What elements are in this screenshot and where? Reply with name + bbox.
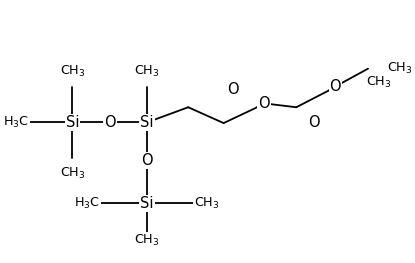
Text: Si: Si [140,115,154,130]
Text: CH$_3$: CH$_3$ [60,166,85,181]
Text: CH$_3$: CH$_3$ [134,64,160,79]
Text: O: O [104,115,116,130]
Text: O: O [330,79,341,94]
Text: CH$_3$: CH$_3$ [60,64,85,79]
Text: CH$_3$: CH$_3$ [387,61,413,76]
Text: H$_3$C: H$_3$C [74,195,100,211]
Text: O: O [308,115,320,130]
Text: O: O [227,82,239,97]
Text: O: O [141,153,153,168]
Text: O: O [258,96,269,111]
Text: CH$_3$: CH$_3$ [134,233,160,248]
Text: CH$_3$: CH$_3$ [366,75,392,90]
Text: Si: Si [140,196,154,211]
Text: H$_3$C: H$_3$C [3,115,29,130]
Text: Si: Si [66,115,79,130]
Text: CH$_3$: CH$_3$ [194,195,220,211]
